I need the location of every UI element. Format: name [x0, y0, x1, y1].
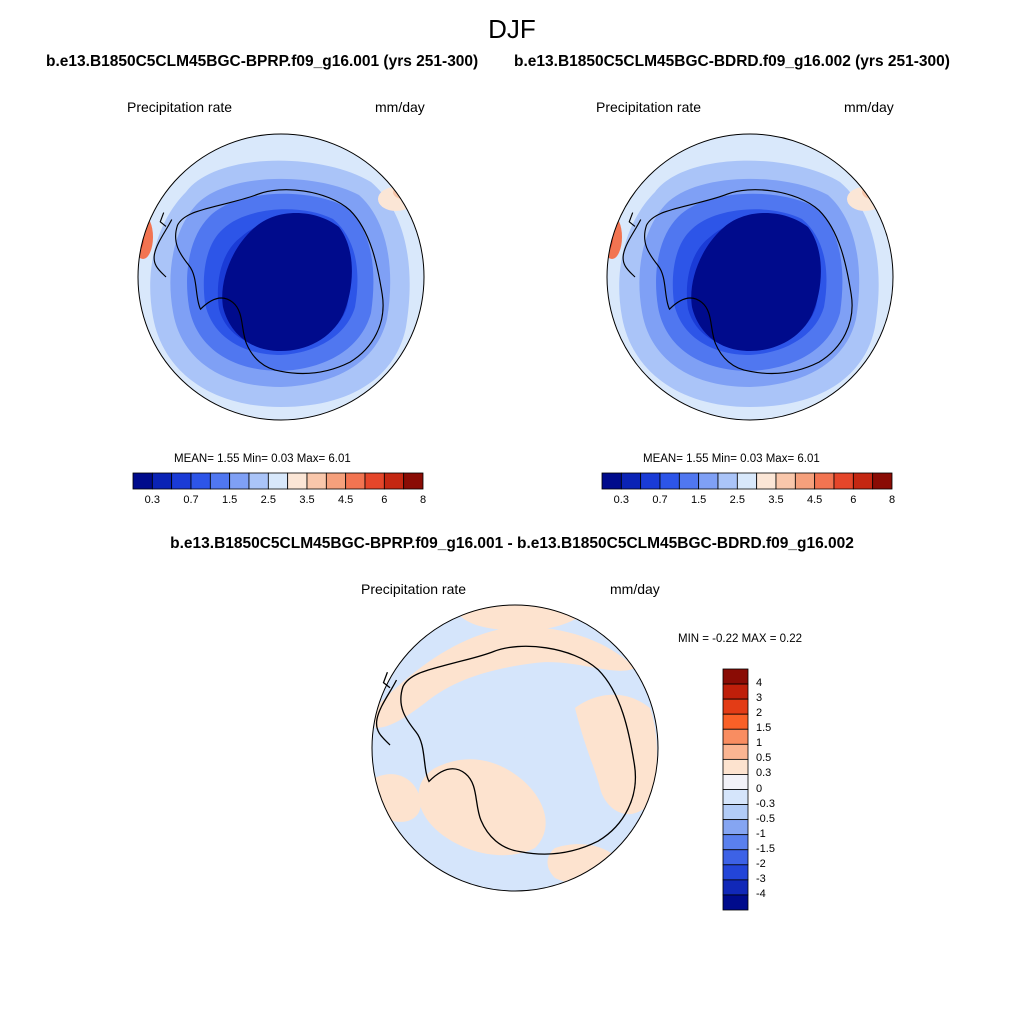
colorbar-left-swatch: [190, 472, 211, 490]
colorbar-right-tick-label: 1.5: [691, 494, 707, 506]
colorbar-diff-tick-label: 1.5: [756, 722, 772, 735]
colorbar-right-swatch: [833, 472, 854, 490]
colorbar-right-swatch: [698, 472, 719, 490]
case-title-right: b.e13.B1850C5CLM45BGC-BDRD.f09_g16.002 (…: [514, 53, 950, 70]
colorbar-right-swatch: [852, 472, 874, 490]
colorbar-right-swatch: [717, 472, 738, 490]
colorbar-diff-swatch: [722, 819, 749, 836]
colorbar-diff-swatch: [722, 758, 749, 775]
colorbar-left-swatch: [132, 472, 153, 490]
colorbar-right-swatch: [736, 472, 758, 490]
stats-left: MEAN= 1.55 Min= 0.03 Max= 6.01: [174, 453, 351, 465]
case-title-left: b.e13.B1850C5CLM45BGC-BPRP.f09_g16.001 (…: [46, 53, 479, 70]
colorbar-diff-tick-label: 3: [756, 692, 763, 705]
colorbar-right-swatch: [794, 472, 816, 490]
colorbar-left-swatch: [383, 472, 405, 490]
colorbar-left-tick-label: 0.7: [183, 494, 199, 506]
colorbar-diff-swatch: [722, 774, 749, 790]
colorbar-diff-swatch: [722, 668, 749, 685]
map-panel-difference: [371, 604, 659, 892]
variable-label-right: Precipitation rate: [596, 99, 702, 115]
colorbar-right-tick-label: 3.5: [768, 494, 784, 506]
colorbar-left-swatch: [345, 472, 366, 490]
colorbar-right-tick-label: 6: [850, 494, 857, 506]
difference-title: b.e13.B1850C5CLM45BGC-BPRP.f09_g16.001 -…: [170, 535, 854, 552]
colorbar-left-swatch: [364, 472, 385, 490]
colorbar-right-tick-label: 0.7: [652, 494, 668, 506]
colorbar-left-swatch: [267, 472, 289, 490]
colorbar-left-tick-label: 8: [419, 494, 427, 506]
colorbar-left-swatch: [229, 472, 250, 490]
colorbar-right-swatch: [678, 472, 700, 490]
colorbar-diff-swatch: [722, 683, 749, 700]
colorbar-right-swatch: [640, 472, 661, 490]
colorbar-right-swatch: [620, 472, 642, 490]
colorbar-diff-swatch: [722, 864, 749, 881]
colorbar-left-swatch: [287, 472, 308, 490]
colorbar-diff-swatch: [722, 789, 749, 805]
colorbar-diff-swatch: [722, 804, 749, 821]
colorbar-right-swatch: [601, 472, 622, 490]
colorbar-left-swatch: [306, 472, 327, 490]
colorbar-diff-tick-label: -3: [756, 872, 766, 885]
colorbar-diff-tick-label: -1.5: [756, 842, 775, 855]
units-label-left: mm/day: [375, 99, 425, 115]
figure-title: DJF: [488, 14, 536, 44]
colorbar-right-swatch: [775, 472, 796, 490]
colorbar-diff-tick-label: -4: [756, 887, 766, 900]
units-label-diff: mm/day: [610, 581, 660, 597]
colorbar-diff-tick-label: 0.5: [756, 752, 772, 765]
colorbar-diff-swatch: [722, 743, 749, 760]
colorbar-difference: [722, 668, 749, 911]
colorbar-left-swatch: [171, 472, 192, 490]
colorbar-left-swatch: [151, 472, 173, 490]
colorbar-diff-swatch: [722, 879, 749, 896]
colorbar-right: [601, 472, 893, 490]
colorbar-left-tick-label: 6: [381, 494, 388, 506]
colorbar-diff-swatch: [722, 698, 749, 715]
colorbar-left-swatch: [403, 472, 424, 490]
colorbar-left: [132, 472, 424, 490]
colorbar-diff-swatch: [722, 894, 749, 911]
units-label-right: mm/day: [844, 99, 894, 115]
colorbar-right-tick-label: 4.5: [807, 494, 823, 506]
colorbar-left-tick-label: 4.5: [338, 494, 354, 506]
colorbar-diff-swatch: [722, 834, 749, 851]
colorbar-right-swatch: [756, 472, 777, 490]
colorbar-left-tick-label: 0.3: [144, 494, 160, 506]
colorbar-left-tick-label: 2.5: [260, 494, 276, 506]
colorbar-right-swatch: [814, 472, 835, 490]
variable-label-left: Precipitation rate: [127, 99, 233, 115]
colorbar-left-swatch: [248, 472, 269, 490]
stats-diff: MIN = -0.22 MAX = 0.22: [678, 633, 803, 645]
colorbar-diff-tick-label: 0: [756, 782, 763, 795]
colorbar-diff-tick-label: 0.3: [756, 767, 772, 780]
variable-label-diff: Precipitation rate: [361, 581, 467, 597]
colorbar-diff-tick-label: -0.5: [756, 812, 775, 825]
map-panel-right: [606, 133, 894, 421]
colorbar-diff-tick-label: 4: [756, 677, 763, 690]
colorbar-right-tick-label: 2.5: [729, 494, 745, 506]
colorbar-left-swatch: [209, 472, 231, 490]
colorbar-diff-tick-label: 2: [756, 707, 763, 720]
stats-right: MEAN= 1.55 Min= 0.03 Max= 6.01: [643, 453, 820, 465]
colorbar-right-tick-label: 0.3: [613, 494, 629, 506]
colorbar-diff-tick-label: -2: [756, 857, 766, 870]
colorbar-right-swatch: [659, 472, 680, 490]
colorbar-diff-swatch: [722, 713, 749, 730]
colorbar-diff-tick-label: -0.3: [756, 797, 775, 810]
colorbar-right-tick-label: 8: [888, 494, 896, 506]
colorbar-right-swatch: [872, 472, 893, 490]
colorbar-diff-tick-label: -1: [756, 827, 766, 840]
map-panel-left: [137, 133, 425, 421]
colorbar-left-tick-label: 1.5: [222, 494, 238, 506]
colorbar-left-swatch: [325, 472, 347, 490]
colorbar-diff-tick-label: 1: [756, 737, 763, 750]
colorbar-diff-swatch: [722, 849, 749, 866]
colorbar-left-tick-label: 3.5: [299, 494, 315, 506]
colorbar-diff-swatch: [722, 728, 749, 745]
